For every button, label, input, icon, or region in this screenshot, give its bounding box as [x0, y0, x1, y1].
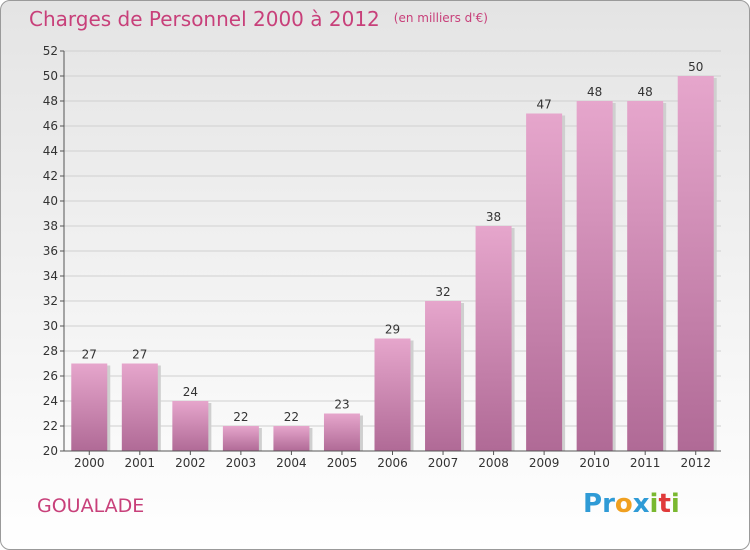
- x-tick-label-2005: 2005: [327, 456, 358, 470]
- x-tick-label-2008: 2008: [478, 456, 509, 470]
- y-tick-label: 24: [43, 394, 58, 408]
- y-tick-label: 20: [43, 444, 58, 458]
- y-tick-label: 48: [43, 94, 58, 108]
- data-label-2000: 27: [82, 348, 97, 362]
- x-tick-label-2010: 2010: [579, 456, 610, 470]
- x-tick-label-2009: 2009: [529, 456, 560, 470]
- y-tick-label: 44: [43, 144, 58, 158]
- bar-2012: [677, 76, 714, 451]
- bar-2011: [627, 101, 664, 451]
- data-label-2011: 48: [638, 85, 653, 99]
- x-tick-label-2000: 2000: [74, 456, 105, 470]
- proxiti-logo: Proxiti: [583, 489, 680, 519]
- data-label-2007: 32: [435, 285, 450, 299]
- y-tick-label: 30: [43, 319, 58, 333]
- y-tick-label: 42: [43, 169, 58, 183]
- bar-2009: [526, 113, 563, 451]
- x-tick-label-2006: 2006: [377, 456, 408, 470]
- logo-letter: P: [583, 489, 603, 519]
- y-tick-label: 32: [43, 294, 58, 308]
- bar-2008: [475, 226, 512, 451]
- data-label-2003: 22: [233, 410, 248, 424]
- y-tick-label: 38: [43, 219, 58, 233]
- x-tick-label-2001: 2001: [125, 456, 156, 470]
- bar-2000: [71, 363, 108, 451]
- bar-2007: [425, 301, 462, 451]
- bar-2003: [222, 426, 259, 451]
- chart-subtitle: (en milliers d'€): [393, 11, 488, 25]
- x-tick-label-2012: 2012: [680, 456, 711, 470]
- x-axis: 2000 2001 2002 2003 2004 2005 2006 2007 2008 2009…: [64, 450, 721, 470]
- data-label-2006: 29: [385, 323, 400, 337]
- logo-letter: i: [670, 489, 680, 519]
- bar-2010: [576, 101, 613, 451]
- data-label-2002: 24: [183, 385, 198, 399]
- logo-letter: x: [632, 489, 650, 519]
- data-label-2008: 38: [486, 210, 501, 224]
- bar-2002: [172, 401, 209, 451]
- city-name: GOUALADE: [37, 495, 145, 517]
- x-tick-label-2004: 2004: [276, 456, 307, 470]
- logo-letter: i: [649, 489, 659, 519]
- logo-letter: t: [658, 489, 671, 519]
- logo-letter: r: [602, 489, 615, 519]
- data-labels: 27 27 24 22 22 23 29 32 38 47 48 48 50: [82, 60, 704, 424]
- y-tick-label: 40: [43, 194, 58, 208]
- data-label-2010: 48: [587, 85, 602, 99]
- data-label-2012: 50: [688, 60, 703, 74]
- logo-letter: o: [614, 489, 633, 519]
- bar-2001: [121, 363, 158, 451]
- x-tick-label-2002: 2002: [175, 456, 206, 470]
- y-tick-label: 34: [43, 269, 58, 283]
- y-tick-label: 36: [43, 244, 58, 258]
- y-tick-label: 28: [43, 344, 58, 358]
- bar-2005: [323, 413, 360, 451]
- x-tick-label-2007: 2007: [428, 456, 459, 470]
- chart-title: Charges de Personnel 2000 à 2012 (en mill…: [29, 7, 488, 31]
- x-tick-label-2011: 2011: [630, 456, 661, 470]
- data-label-2005: 23: [334, 398, 349, 412]
- chart-title-text: Charges de Personnel 2000 à 2012: [29, 7, 380, 31]
- y-tick-label: 46: [43, 119, 58, 133]
- data-label-2009: 47: [536, 98, 551, 112]
- y-tick-label: 26: [43, 369, 58, 383]
- bar-2006: [374, 338, 411, 451]
- bars: [71, 76, 717, 451]
- y-tick-label: 22: [43, 419, 58, 433]
- data-label-2004: 22: [284, 410, 299, 424]
- y-tick-label: 52: [43, 44, 58, 58]
- bar-2004: [273, 426, 310, 451]
- x-tick-label-2003: 2003: [226, 456, 257, 470]
- y-axis: 20 22 24 26 28 30 32 34 36 38 40 42 44 46 48 50 52: [43, 44, 65, 458]
- y-tick-label: 50: [43, 69, 58, 83]
- data-label-2001: 27: [132, 348, 147, 362]
